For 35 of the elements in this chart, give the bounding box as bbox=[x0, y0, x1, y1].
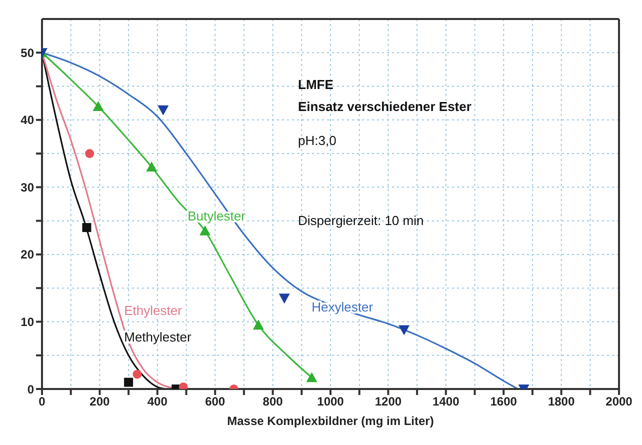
point bbox=[132, 370, 142, 379]
point bbox=[124, 378, 134, 387]
x-tick-label: 2000 bbox=[606, 394, 633, 409]
x-tick-label: 200 bbox=[90, 394, 110, 409]
annotation: Dispergierzeit: 10 min bbox=[298, 212, 425, 230]
x-tick-label: 1000 bbox=[317, 394, 344, 409]
point bbox=[146, 162, 158, 172]
y-tick-label: 0 bbox=[27, 382, 34, 396]
point bbox=[158, 105, 169, 116]
x-tick-label: 800 bbox=[262, 394, 284, 409]
x-tick-label: 1600 bbox=[490, 394, 518, 409]
point bbox=[92, 100, 104, 111]
x-tick-label: 1800 bbox=[548, 394, 575, 409]
y-tick-label: 10 bbox=[20, 314, 34, 329]
text: Einsatz verschiedener Ester bbox=[298, 98, 472, 116]
y-tick-label: 40 bbox=[20, 113, 34, 128]
x-tick-label: 1400 bbox=[432, 394, 460, 409]
annotation: pH:3,0 bbox=[298, 132, 338, 150]
point bbox=[200, 225, 211, 236]
x-tick-label: 400 bbox=[147, 394, 168, 409]
point bbox=[398, 325, 410, 336]
x-tick-label: 600 bbox=[205, 394, 226, 409]
y-tick-label: 50 bbox=[20, 46, 34, 60]
series-label: Ethylester bbox=[124, 302, 183, 318]
y-tick-label: 20 bbox=[20, 248, 34, 262]
y-tick-label: 30 bbox=[20, 180, 34, 194]
point bbox=[278, 294, 290, 304]
point bbox=[306, 372, 318, 382]
point bbox=[82, 223, 92, 232]
text: LMFE bbox=[298, 76, 334, 94]
x-axis-title: Masse Komplexbildner (mg im Liter) bbox=[227, 414, 434, 428]
point bbox=[85, 149, 94, 158]
x-tick-label: 1200 bbox=[374, 394, 402, 409]
x-tick-label: 0 bbox=[38, 394, 46, 409]
point bbox=[252, 320, 264, 330]
